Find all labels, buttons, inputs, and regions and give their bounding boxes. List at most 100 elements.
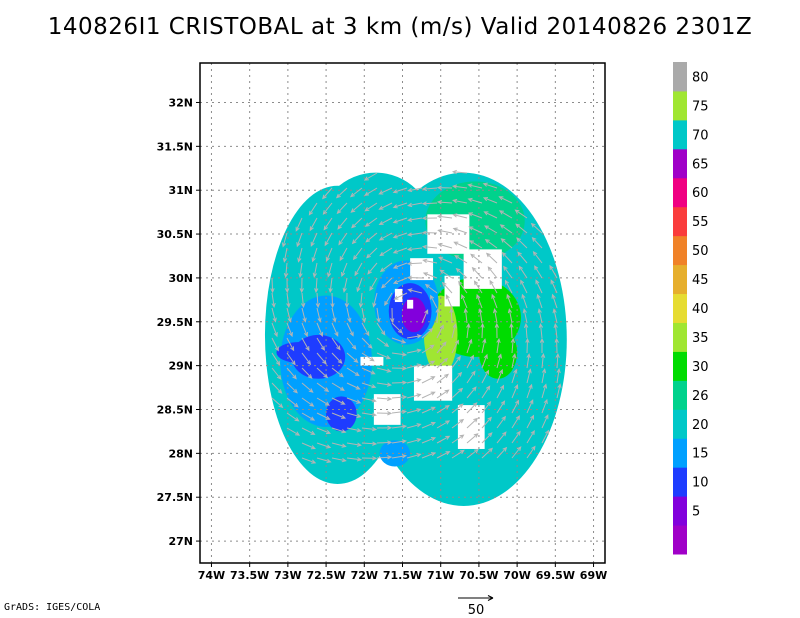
wind-vector-243	[391, 380, 408, 385]
wind-vector-97	[532, 250, 543, 264]
wind-vector-237	[301, 382, 314, 393]
vector-key: 50	[458, 595, 494, 618]
wind-vector-113	[487, 266, 498, 279]
wind-vector-337	[436, 451, 451, 459]
wind-vector-332	[361, 456, 378, 461]
wind-vector-33	[364, 217, 378, 227]
color-bar-segment-3	[673, 438, 687, 468]
wind-vector-148	[445, 294, 453, 309]
wind-vector-5	[364, 187, 378, 196]
color-bar-label-8: 40	[692, 302, 709, 317]
wind-vector-25	[467, 197, 483, 204]
wind-vector-28	[295, 217, 303, 232]
wind-vector-209	[481, 338, 487, 354]
wind-vector-226	[436, 357, 449, 369]
wind-vector-297	[346, 427, 362, 433]
wind-vector-263	[391, 394, 408, 400]
wind-vector-260	[346, 397, 362, 404]
wind-vector-84	[341, 262, 348, 278]
color-bar-label-5: 26	[692, 389, 709, 404]
wind-vector-89	[406, 261, 423, 266]
wind-vector-152	[506, 293, 513, 309]
color-bar-segment-1	[673, 496, 687, 526]
wind-vector-267	[451, 387, 464, 399]
wind-vector-279	[346, 412, 362, 418]
y-tick-label-1: 27.5N	[157, 491, 193, 504]
wind-vector-240	[346, 382, 361, 390]
wind-vector-9	[421, 186, 438, 192]
color-bar-segment-9	[673, 264, 687, 295]
wind-vector-151	[491, 293, 498, 309]
wind-vector-336	[421, 452, 437, 459]
wind-vector-76	[484, 239, 498, 249]
color-bar-segment-15	[673, 90, 687, 121]
wind-vector-137	[550, 279, 558, 294]
wind-vector-128	[407, 288, 423, 294]
y-tick-label-4: 29N	[168, 360, 193, 373]
wind-vector-71	[406, 246, 423, 252]
wind-vector-133	[489, 279, 498, 294]
wind-vector-184	[406, 334, 422, 339]
wind-vector-48	[338, 232, 348, 246]
wind-vector-319	[421, 437, 437, 444]
wind-vector-115	[518, 265, 528, 279]
wind-vector-37	[421, 215, 438, 221]
wind-vector-0	[363, 172, 378, 181]
wind-vector-161	[346, 322, 354, 337]
color-bar-label-7: 35	[692, 331, 709, 346]
color-bar-segment-14	[673, 119, 687, 150]
wind-vector-14	[308, 202, 318, 216]
wind-vector-248	[466, 370, 476, 384]
wind-vector-255	[271, 397, 284, 409]
wind-vector-256	[286, 397, 299, 408]
color-bar-label-6: 30	[692, 360, 709, 375]
wind-vector-308	[511, 415, 520, 429]
wind-vector-8	[407, 187, 423, 193]
wind-vector-285	[436, 404, 450, 414]
wind-vector-29	[309, 217, 318, 232]
wind-vector-261	[361, 397, 377, 403]
wind-vector-282	[391, 409, 408, 415]
wind-vector-329	[316, 457, 332, 463]
wind-vector-63	[297, 247, 303, 263]
y-tick-label-9: 31.5N	[157, 140, 193, 153]
color-bar-label-9: 45	[692, 273, 709, 288]
wind-vector-323	[481, 432, 493, 444]
wind-vector-91	[438, 256, 453, 264]
wind-vector-264	[406, 393, 422, 399]
wind-vector-134	[504, 279, 513, 294]
wind-vector-219	[331, 367, 344, 378]
wind-vector-101	[314, 277, 319, 294]
wind-vector-110	[439, 269, 453, 279]
wind-vector-175	[271, 337, 279, 352]
wind-vector-100	[299, 277, 304, 294]
wind-vector-77	[500, 238, 513, 249]
wind-vector-189	[480, 322, 485, 339]
wind-vector-34	[378, 217, 393, 226]
wind-vector-215	[271, 367, 282, 380]
color-bar-label-11: 55	[692, 215, 709, 230]
wind-vector-140	[301, 307, 307, 323]
wind-vector-54	[421, 230, 438, 235]
field-patch-8	[326, 396, 357, 432]
wind-vector-258	[316, 397, 330, 406]
wind-vector-180	[346, 337, 357, 350]
wind-vector-105	[369, 277, 378, 292]
wind-vector-43	[514, 209, 528, 219]
wind-vector-7	[392, 187, 408, 194]
wind-vector-296	[331, 427, 347, 434]
wind-vector-231	[511, 353, 517, 369]
wind-vector-162	[361, 322, 370, 337]
wind-vector-183	[391, 337, 407, 344]
x-axis-ticks: 74W 73.5W 73W 72.5W 72W 71.5W 71W 70.5W 70W 69.5W…	[198, 563, 607, 582]
wind-vector-61	[530, 222, 543, 234]
wind-vector-251	[511, 368, 518, 384]
wind-vector-280	[361, 412, 377, 417]
wind-vector-252	[526, 368, 532, 384]
wind-vector-214	[554, 337, 559, 354]
wind-vector-85	[354, 262, 363, 277]
wind-vector-124	[358, 292, 364, 309]
wind-vector-75	[469, 240, 483, 249]
wind-vector-36	[407, 217, 423, 222]
wind-vector-253	[541, 368, 547, 384]
